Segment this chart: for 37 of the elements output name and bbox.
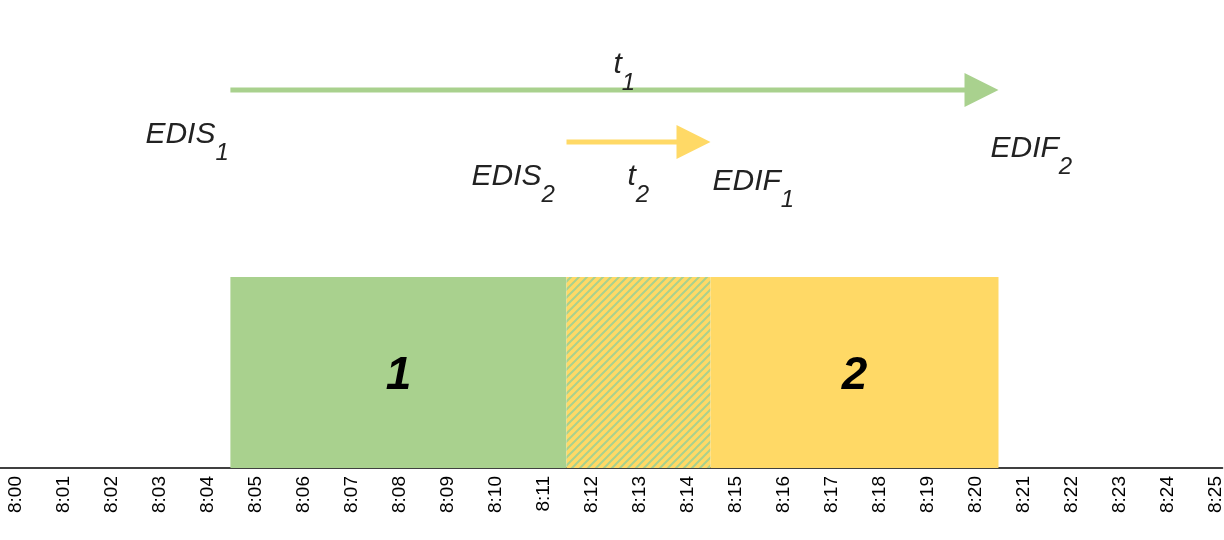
x-tick-label: 8:05	[243, 476, 265, 513]
x-tick-label: 8:25	[1204, 476, 1224, 513]
x-tick-label: 8:02	[99, 476, 121, 513]
x-tick-label: 8:23	[1107, 476, 1129, 513]
x-tick-label: 8:20	[963, 476, 985, 513]
x-tick-label: 8:04	[196, 475, 217, 513]
x-tick-label: 8:18	[867, 476, 889, 513]
annotation: t$_{2}$	[627, 158, 650, 207]
x-tick-label: 8:16	[772, 476, 793, 513]
series-label: 2	[840, 346, 868, 399]
x-tick-label: 8:03	[147, 476, 169, 513]
text: EDIF$_{2}$	[990, 130, 1073, 179]
annotation: EDIF$_{1}$	[712, 163, 795, 212]
x-tick-label: 8:22	[1060, 476, 1081, 513]
x-tick-label: 8:10	[484, 476, 505, 513]
x-tick-label: 8:24	[1155, 475, 1177, 513]
x-tick-label: 8:00	[3, 476, 25, 513]
x-tick-label: 8:19	[916, 476, 937, 513]
bar	[230, 277, 567, 468]
x-tick-label: 8:12	[579, 476, 601, 513]
series-label: 1	[385, 346, 412, 399]
x-tick-label: 8:13	[628, 476, 649, 513]
text: EDIS$_{1}$	[145, 116, 229, 165]
x-tick-label: 8:06	[291, 476, 313, 513]
x-tick-label: 8:15	[723, 476, 745, 513]
x-tick-label: 8:08	[387, 476, 409, 513]
x-tick-label: 8:07	[340, 476, 361, 513]
bar	[566, 277, 711, 468]
x-tick-label: 8:17	[819, 476, 841, 513]
x-tick-label: 8:11	[531, 476, 553, 512]
text: t$_{1}$	[613, 46, 636, 95]
x-tick-label: 8:21	[1011, 476, 1033, 513]
bar	[710, 277, 999, 468]
x-tick-label: 8:09	[435, 476, 457, 513]
x-tick-label: 8:14	[675, 475, 697, 513]
annotation: EDIS$_{2}$	[471, 158, 555, 207]
x-tick-label: 8:01	[52, 476, 73, 513]
